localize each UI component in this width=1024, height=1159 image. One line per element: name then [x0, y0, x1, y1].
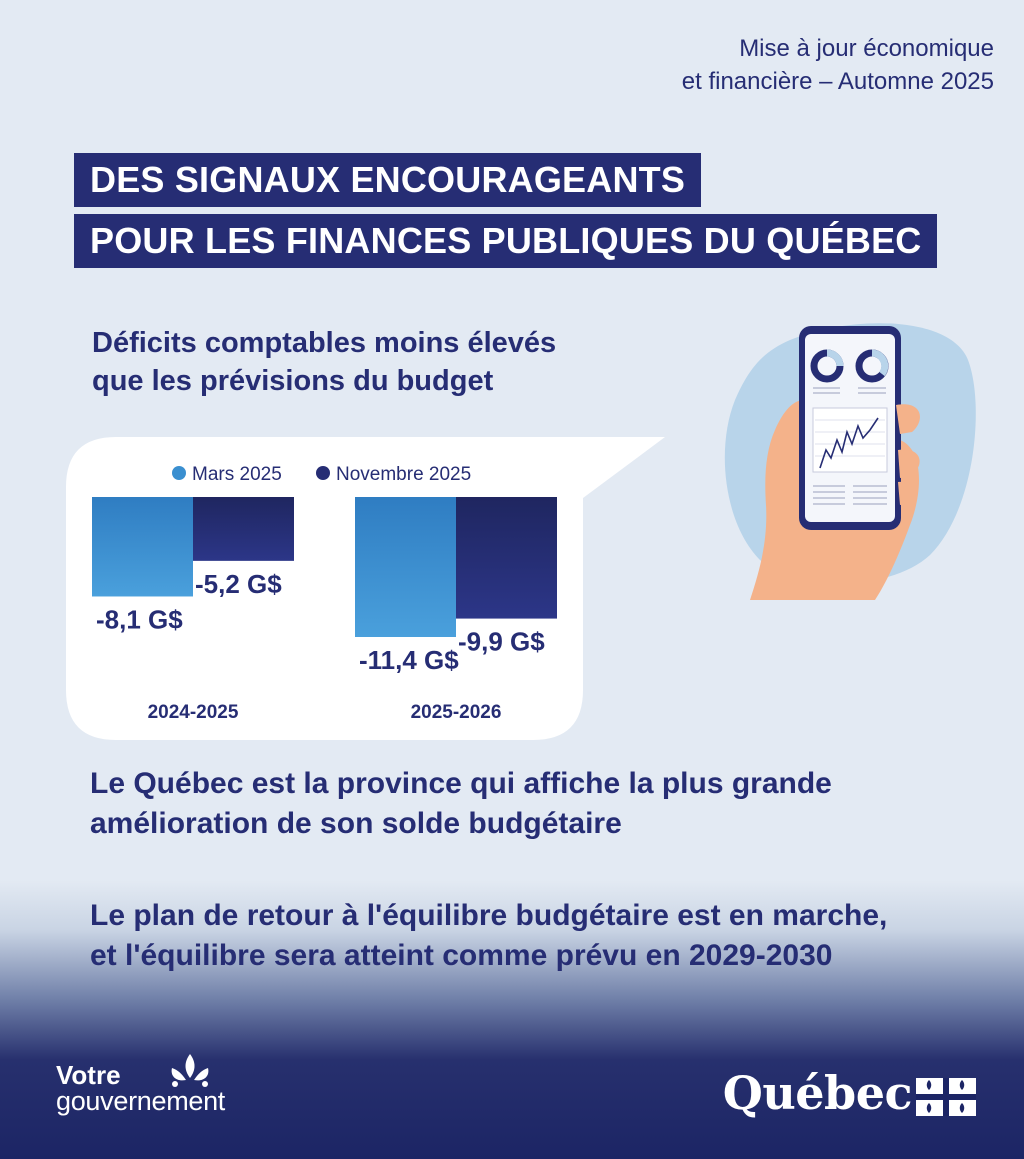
legend-mars-label: Mars 2025: [192, 464, 282, 485]
statement-balance-plan: Le plan de retour à l'équilibre budgétai…: [90, 896, 990, 976]
legend-novembre-label: Novembre 2025: [336, 464, 471, 485]
subtitle-line-2: que les prévisions du budget: [92, 365, 494, 397]
logo-gouvernement: gouvernement: [56, 1086, 226, 1116]
statement-2-line-2: et l'équilibre sera atteint comme prévu …: [90, 939, 833, 972]
votre-gouvernement-logo: Votre gouvernement: [56, 1060, 226, 1116]
donut-chart-icon: [855, 349, 889, 383]
value-label-novembre-2024-2025: -5,2 G$: [195, 569, 282, 599]
phone-illustration: [724, 323, 976, 600]
header-line-1: Mise à jour économique: [739, 35, 994, 62]
header-line-2: et financière – Automne 2025: [681, 68, 994, 95]
value-label-mars-2025-2026: -11,4 G$: [359, 645, 459, 675]
legend-mars-swatch: [172, 466, 186, 480]
quebec-logo-wordmark: Québec: [722, 1066, 913, 1120]
statement-1-line-1: Le Québec est la province qui affiche la…: [90, 767, 832, 800]
chart-subtitle: Déficits comptables moins élevés que les…: [92, 324, 652, 400]
statement-improvement: Le Québec est la province qui affiche la…: [90, 764, 990, 844]
value-label-novembre-2025-2026: -9,9 G$: [458, 627, 545, 657]
title-line-1: DES SIGNAUX ENCOURAGEANTS: [74, 153, 702, 207]
statement-2-line-1: Le plan de retour à l'équilibre budgétai…: [90, 899, 888, 932]
deficit-chart: Mars 2025 Novembre 2025 -8,1 G$ -5,2 G$ 20…: [66, 437, 665, 740]
legend-novembre-swatch: [316, 466, 330, 480]
screen-text-lines: [813, 387, 886, 394]
line-chart-gridlines: [815, 419, 885, 457]
category-label-2024-2025: 2024-2025: [148, 702, 239, 723]
publication-header: Mise à jour économique et financière – A…: [574, 32, 994, 98]
thumb-icon: [896, 404, 920, 434]
finger-icon: [898, 481, 916, 505]
title-line-2: POUR LES FINANCES PUBLIQUES DU QUÉBEC: [74, 214, 938, 268]
statement-1-line-2: amélioration de son solde budgétaire: [90, 807, 622, 840]
bar-mars-2025-2026: [355, 497, 456, 637]
logo-votre: Votre: [56, 1060, 121, 1090]
bar-mars-2024-2025: [92, 497, 193, 597]
finger-icon: [898, 449, 920, 478]
subtitle-line-1: Déficits comptables moins élevés: [92, 327, 557, 359]
screen-text-lines: [813, 485, 887, 505]
bar-novembre-2024-2025: [193, 497, 294, 561]
trend-line-icon: [819, 417, 879, 469]
quebec-flag-icon: [916, 1078, 976, 1116]
bar-novembre-2025-2026: [456, 497, 557, 619]
value-label-mars-2024-2025: -8,1 G$: [96, 604, 183, 634]
fleur-de-lys-icon: [171, 1054, 209, 1087]
category-label-2025-2026: 2025-2026: [411, 702, 502, 723]
donut-chart-icon: [810, 349, 844, 383]
